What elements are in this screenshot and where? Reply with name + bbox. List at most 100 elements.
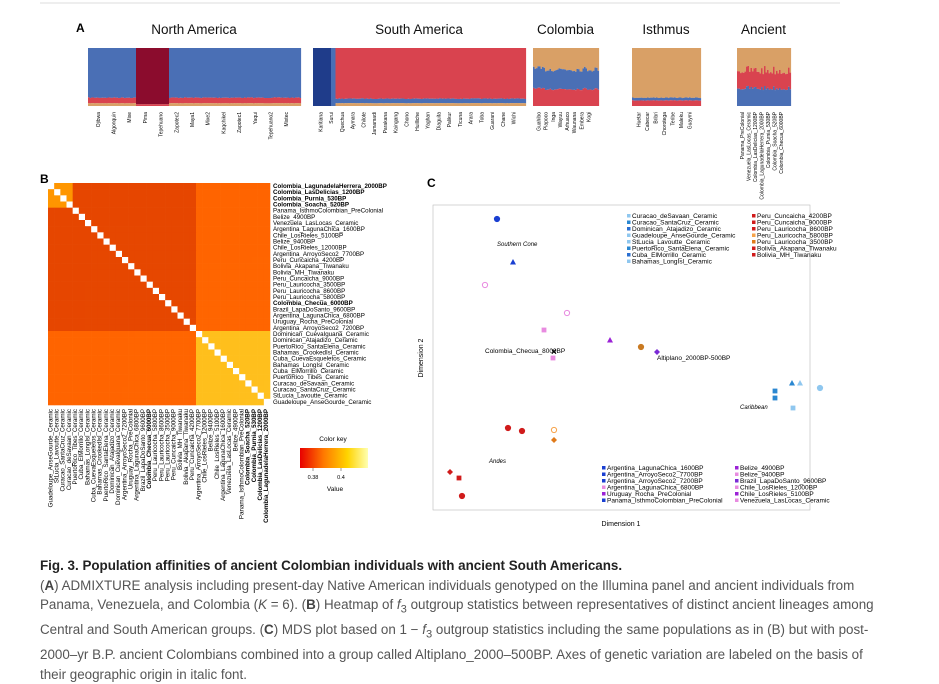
admixture-segment — [423, 103, 425, 106]
heatmap-cell — [171, 183, 177, 189]
admixture-segment — [435, 103, 437, 106]
heatmap-cell — [184, 343, 190, 349]
admixture-segment — [415, 48, 417, 98]
population-label: Arara — [469, 112, 475, 124]
heatmap-cell — [97, 319, 103, 325]
admixture-segment — [662, 48, 664, 98]
heatmap-cell — [264, 362, 270, 368]
heatmap-cell — [116, 183, 122, 189]
heatmap-cell — [122, 374, 128, 380]
heatmap-cell — [196, 350, 202, 356]
heatmap-cell — [190, 368, 196, 374]
population-label: Colombia_Purnia_530BP — [766, 111, 772, 168]
admixture-segment — [770, 89, 772, 106]
admixture-segment — [229, 98, 231, 103]
heatmap-cell — [159, 399, 165, 405]
heatmap-cell — [252, 337, 258, 343]
admixture-segment — [511, 103, 513, 106]
heatmap-cell — [54, 269, 60, 275]
admixture-segment — [769, 73, 771, 89]
admixture-segment — [773, 86, 775, 106]
heatmap-cell — [252, 380, 258, 386]
admixture-segment — [740, 48, 742, 73]
heatmap-cell — [67, 263, 73, 269]
admixture-segment — [686, 100, 688, 106]
heatmap-cell — [258, 288, 264, 294]
heatmap-cell — [202, 269, 208, 275]
heatmap-cell — [153, 319, 159, 325]
admixture-segment — [177, 48, 179, 98]
heatmap-cell — [239, 294, 245, 300]
admixture-segment — [508, 99, 510, 103]
admixture-segment — [433, 99, 435, 104]
heatmap-cell — [215, 319, 221, 325]
heatmap-cell — [60, 232, 66, 238]
heatmap-cell — [165, 306, 171, 312]
admixture-segment — [117, 103, 119, 106]
admixture-segment — [754, 68, 756, 87]
heatmap-cell — [79, 337, 85, 343]
heatmap-cell — [233, 282, 239, 288]
heatmap-cell — [60, 374, 66, 380]
admixture-segment — [785, 74, 787, 90]
admixture-segment — [698, 48, 700, 98]
admixture-segment — [752, 48, 754, 71]
heatmap-cell — [79, 263, 85, 269]
heatmap-cell — [171, 239, 177, 245]
heatmap-cell — [147, 208, 153, 214]
heatmap-cell — [91, 220, 97, 226]
heatmap-cell — [245, 214, 251, 220]
admixture-segment — [590, 48, 592, 70]
admixture-segment — [578, 89, 580, 106]
heatmap-cell — [196, 313, 202, 319]
admixture-segment — [424, 48, 426, 98]
heatmap-cell — [264, 313, 270, 319]
heatmap-cell — [227, 269, 233, 275]
heatmap-cell — [184, 325, 190, 331]
heatmap-cell — [202, 195, 208, 201]
heatmap-cell — [153, 239, 159, 245]
admixture-segment — [156, 48, 158, 104]
heatmap-cell — [104, 294, 110, 300]
admixture-segment — [343, 99, 345, 103]
admixture-segment — [779, 88, 781, 106]
heatmap-cell — [196, 282, 202, 288]
admixture-segment — [297, 103, 299, 106]
heatmap-cell — [128, 300, 134, 306]
group-label: Isthmus — [642, 22, 690, 37]
heatmap-cell — [264, 374, 270, 380]
heatmap-cell — [245, 183, 251, 189]
heatmap-cell — [147, 202, 153, 208]
admixture-segment — [447, 103, 449, 106]
heatmap-cell — [110, 393, 116, 399]
admixture-segment — [283, 103, 285, 106]
heatmap-cell — [141, 195, 147, 201]
admixture-segment — [226, 48, 228, 98]
heatmap-cell — [221, 257, 227, 263]
admixture-segment — [381, 103, 383, 106]
column-label: Colombia_LagunadelaHerrera_2000BP — [263, 409, 270, 523]
heatmap-cell — [104, 313, 110, 319]
admixture-segment — [656, 100, 658, 106]
admixture-segment — [141, 104, 143, 106]
admixture-segment — [232, 48, 234, 98]
heatmap-cell — [67, 356, 73, 362]
heatmap-cell — [110, 239, 116, 245]
admixture-segment — [129, 98, 131, 103]
heatmap-cell — [97, 288, 103, 294]
admixture-segment — [418, 103, 420, 106]
heatmap-cell — [196, 356, 202, 362]
heatmap-cell — [153, 251, 159, 257]
admixture-segment — [682, 101, 684, 106]
heatmap-cell — [79, 208, 85, 214]
heatmap-cell — [104, 300, 110, 306]
admixture-segment — [764, 48, 766, 66]
admixture-segment — [253, 103, 255, 106]
heatmap-cell — [153, 343, 159, 349]
heatmap-cell — [233, 232, 239, 238]
heatmap-cell — [184, 220, 190, 226]
heatmap-cell — [60, 202, 66, 208]
heatmap-cell — [264, 399, 270, 405]
admixture-segment — [211, 48, 213, 98]
admixture-segment — [184, 103, 186, 106]
